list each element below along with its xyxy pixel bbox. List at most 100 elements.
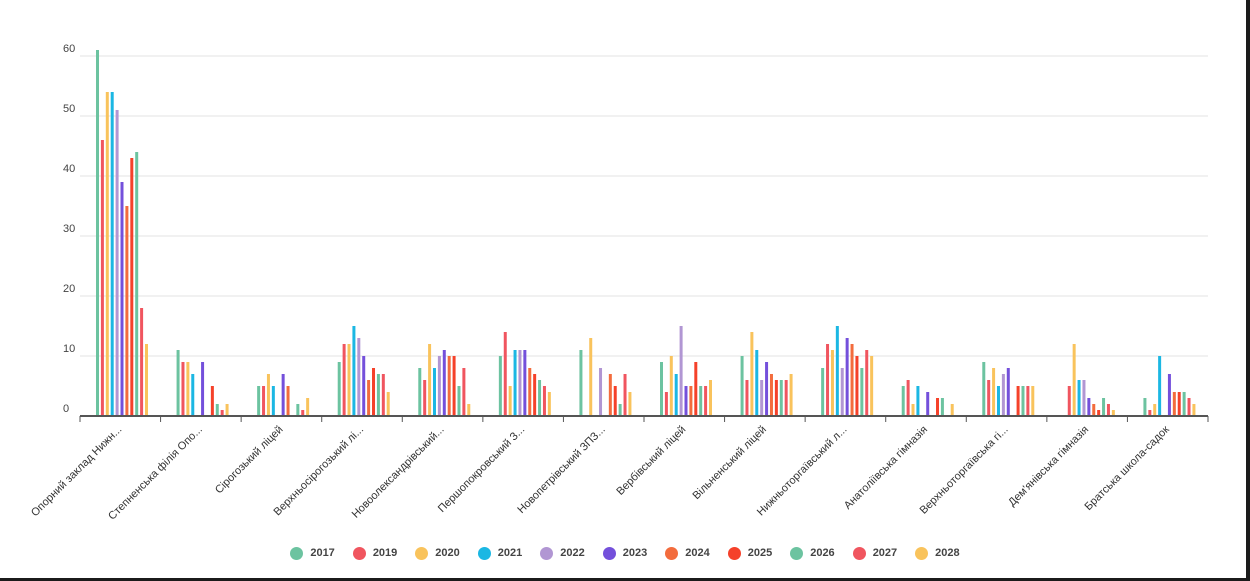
bar-2023-2[interactable] (281, 374, 285, 416)
bar-2017-1[interactable] (176, 350, 180, 416)
bar-2024-8[interactable] (769, 374, 773, 416)
bar-2019-3[interactable] (342, 344, 346, 416)
bar-2022-8[interactable] (760, 380, 764, 416)
bar-2023-5[interactable] (523, 350, 527, 416)
bar-2025-1[interactable] (210, 386, 214, 416)
bar-2027-4[interactable] (462, 368, 466, 416)
bar-2017-5[interactable] (498, 356, 502, 416)
legend-item-2023[interactable]: 2023 (602, 546, 647, 560)
bar-2028-9[interactable] (870, 356, 874, 416)
bar-2027-7[interactable] (704, 386, 708, 416)
bar-2026-3[interactable] (376, 374, 380, 416)
bar-2020-8[interactable] (750, 332, 754, 416)
bar-2028-3[interactable] (386, 392, 390, 416)
bar-2024-3[interactable] (367, 380, 371, 416)
bar-2026-11[interactable] (1021, 386, 1025, 416)
bar-2024-0[interactable] (125, 206, 129, 416)
bar-2025-4[interactable] (452, 356, 456, 416)
bar-2019-1[interactable] (181, 362, 185, 416)
bar-2026-7[interactable] (699, 386, 703, 416)
bar-2026-2[interactable] (296, 404, 300, 416)
bar-2028-10[interactable] (950, 404, 954, 416)
bar-2027-0[interactable] (140, 308, 144, 416)
bar-2024-12[interactable] (1092, 404, 1096, 416)
bar-2020-1[interactable] (186, 362, 190, 416)
bar-2019-9[interactable] (826, 344, 830, 416)
bar-2022-4[interactable] (437, 356, 441, 416)
bar-2024-5[interactable] (528, 368, 532, 416)
bar-2026-4[interactable] (457, 386, 461, 416)
bar-2020-9[interactable] (830, 350, 834, 416)
bar-2026-10[interactable] (940, 398, 944, 416)
legend-item-2028[interactable]: 2028 (915, 546, 960, 560)
bar-2021-4[interactable] (432, 368, 436, 416)
bar-2021-3[interactable] (352, 326, 356, 416)
bar-2026-13[interactable] (1182, 392, 1186, 416)
bar-2023-3[interactable] (362, 356, 366, 416)
bar-2025-7[interactable] (694, 362, 698, 416)
bar-2025-8[interactable] (774, 380, 778, 416)
bar-2028-8[interactable] (789, 374, 793, 416)
bar-2026-0[interactable] (135, 152, 139, 416)
bar-2019-10[interactable] (906, 380, 910, 416)
bar-2021-10[interactable] (916, 386, 920, 416)
bar-2019-4[interactable] (423, 380, 427, 416)
bar-2023-11[interactable] (1006, 368, 1010, 416)
legend-item-2017[interactable]: 2017 (290, 546, 335, 560)
legend-item-2021[interactable]: 2021 (477, 546, 522, 560)
bar-2025-13[interactable] (1177, 392, 1181, 416)
bar-2027-8[interactable] (784, 380, 788, 416)
bar-2028-11[interactable] (1031, 386, 1035, 416)
bar-2028-7[interactable] (709, 380, 712, 416)
bar-2019-5[interactable] (503, 332, 507, 416)
bar-2027-2[interactable] (301, 410, 305, 416)
bar-2017-6[interactable] (579, 350, 583, 416)
bar-2020-0[interactable] (105, 92, 109, 416)
legend-item-2022[interactable]: 2022 (540, 546, 585, 560)
legend-item-2019[interactable]: 2019 (352, 546, 397, 560)
bar-2024-6[interactable] (608, 374, 612, 416)
bar-2024-4[interactable] (447, 356, 451, 416)
bar-2021-11[interactable] (996, 386, 1000, 416)
bar-2017-2[interactable] (257, 386, 261, 416)
bar-2023-13[interactable] (1167, 374, 1171, 416)
bar-2028-2[interactable] (306, 398, 310, 416)
bar-2025-10[interactable] (936, 398, 940, 416)
bar-2023-12[interactable] (1087, 398, 1091, 416)
bar-2023-1[interactable] (201, 362, 205, 416)
bar-2019-0[interactable] (100, 140, 104, 416)
bar-2017-13[interactable] (1143, 398, 1147, 416)
bar-2019-12[interactable] (1067, 386, 1071, 416)
bar-2025-11[interactable] (1016, 386, 1020, 416)
bar-2027-9[interactable] (865, 350, 869, 416)
bar-2020-5[interactable] (508, 386, 512, 416)
bar-2023-4[interactable] (442, 350, 446, 416)
legend-item-2024[interactable]: 2024 (665, 546, 710, 560)
bar-2019-7[interactable] (664, 392, 668, 416)
bar-2020-4[interactable] (428, 344, 432, 416)
bar-2026-9[interactable] (860, 368, 864, 416)
bar-2028-13[interactable] (1192, 404, 1196, 416)
bar-2028-6[interactable] (628, 392, 632, 416)
bar-2027-5[interactable] (542, 386, 546, 416)
bar-2019-8[interactable] (745, 380, 749, 416)
bar-2023-7[interactable] (684, 386, 688, 416)
bar-2024-2[interactable] (286, 386, 290, 416)
bar-2027-3[interactable] (381, 374, 385, 416)
bar-2020-12[interactable] (1072, 344, 1076, 416)
bar-2027-11[interactable] (1026, 386, 1030, 416)
bar-2022-0[interactable] (115, 110, 119, 416)
bar-2023-10[interactable] (926, 392, 930, 416)
bar-2021-0[interactable] (110, 92, 114, 416)
bar-2022-7[interactable] (679, 326, 683, 416)
bar-2027-13[interactable] (1187, 398, 1191, 416)
bar-2021-7[interactable] (674, 374, 678, 416)
bar-2027-1[interactable] (220, 410, 224, 416)
bar-2019-2[interactable] (262, 386, 266, 416)
bar-2017-8[interactable] (740, 356, 744, 416)
bar-2025-3[interactable] (372, 368, 376, 416)
bar-2022-12[interactable] (1082, 380, 1086, 416)
bar-2027-12[interactable] (1106, 404, 1110, 416)
bar-2028-4[interactable] (467, 404, 471, 416)
bar-2020-3[interactable] (347, 344, 351, 416)
